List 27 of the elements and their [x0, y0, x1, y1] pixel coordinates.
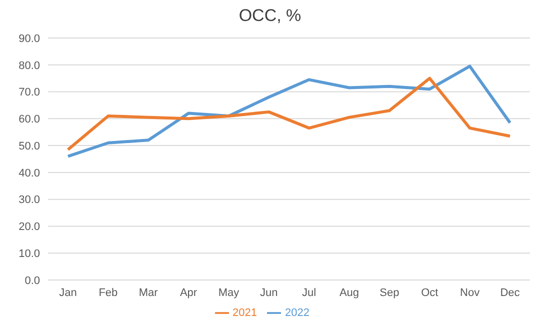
x-tick-label: Mar — [138, 286, 158, 299]
y-tick-label: 30.0 — [18, 194, 40, 206]
y-tick-label: 80.0 — [18, 60, 40, 72]
x-tick-label: Sep — [380, 286, 400, 299]
x-tick-label: Feb — [98, 286, 118, 299]
y-tick-label: 70.0 — [18, 86, 40, 99]
x-tick-label: Jan — [59, 286, 77, 299]
line-series — [66, 64, 512, 158]
legend-label: 2022 — [285, 306, 310, 319]
y-tick-label: 20.0 — [18, 221, 40, 234]
x-tick-label: Oct — [421, 286, 438, 299]
line-series — [66, 76, 512, 152]
legend-label: 2021 — [232, 306, 257, 319]
chart-title: OCC, % — [238, 5, 302, 27]
x-tick-label: May — [218, 286, 240, 299]
x-tick-label: Jul — [302, 286, 316, 299]
x-tick-label: Nov — [460, 286, 480, 299]
x-tick-label: Aug — [339, 286, 360, 299]
y-tick-label: 50.0 — [18, 140, 40, 152]
x-tick-label: Jun — [260, 286, 278, 299]
y-tick-label: 90.0 — [18, 32, 40, 45]
x-tick-label: Dec — [500, 286, 520, 299]
y-tick-label: 0.0 — [24, 274, 40, 287]
x-tick-label: Apr — [180, 286, 198, 299]
y-tick-label: 40.0 — [18, 167, 40, 180]
y-tick-label: 10.0 — [18, 248, 40, 260]
y-tick-label: 60.0 — [18, 114, 40, 126]
